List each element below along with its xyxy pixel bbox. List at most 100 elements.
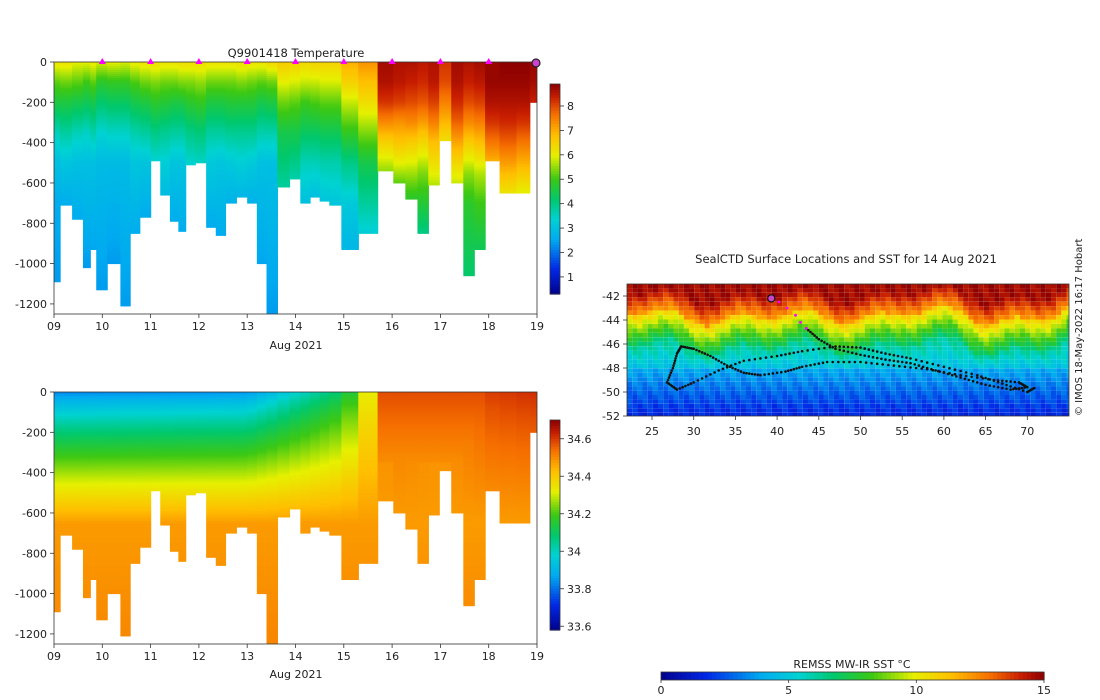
heatmap-cell [139,472,152,476]
heatmap-cell [215,150,227,154]
heatmap-cell [60,170,73,174]
heatmap-cell [474,231,486,234]
heatmap-cell [185,110,196,113]
heatmap-cell [60,140,73,144]
heatmap-cell [417,144,429,148]
heatmap-cell [169,64,179,67]
heatmap-cell [54,174,61,178]
heatmap-cell [195,68,207,71]
heatmap-cell [225,130,237,134]
heatmap-cell [319,80,330,83]
heatmap-cell [289,166,301,170]
heatmap-cell [185,150,196,154]
heatmap-cell [150,480,161,484]
heatmap-cell [319,138,330,142]
heatmap-cell [169,114,179,117]
heatmap-cell [107,569,122,572]
heatmap-cell [451,180,464,184]
heatmap-cell [60,426,73,429]
heatmap-cell [485,156,501,160]
heatmap-cell [499,66,518,69]
heatmap-cell [206,162,217,166]
heatmap-cell [206,189,217,192]
heatmap-cell [60,434,73,437]
heatmap-cell [72,170,84,174]
heatmap-cell [107,132,122,136]
heatmap-cell [195,112,207,115]
heatmap-cell [289,138,301,142]
heatmap-cell [225,150,237,154]
heatmap-cell [96,438,108,441]
heatmap-cell [266,136,278,140]
heatmap-cell [150,472,161,476]
heatmap-cell [428,78,440,81]
heatmap-cell [96,134,108,138]
heatmap-cell [195,422,207,425]
heatmap-cell [82,482,91,486]
heatmap-cell [60,396,73,399]
x-tick-label: 12 [192,320,206,333]
colorbar-segment [550,86,560,90]
heatmap-cell [82,541,91,544]
heatmap-cell [289,176,301,180]
heatmap-cell [60,146,73,150]
heatmap-cell [300,110,311,113]
heatmap-cell [150,90,161,93]
heatmap-cell [96,502,108,506]
heatmap-cell [309,114,321,117]
heatmap-cell [215,180,227,184]
heatmap-cell [54,199,61,202]
heatmap-cell [72,102,84,105]
heatmap-cell [72,460,84,464]
heatmap-cell [341,174,359,178]
heatmap-cell [341,235,359,238]
heatmap-cell [160,124,171,128]
heatmap-cell [160,168,171,172]
heatmap-cell [60,84,73,87]
heatmap-cell [178,100,187,103]
heatmap-cell [169,110,179,113]
heatmap-cell [120,233,131,236]
heatmap-cell [215,448,227,451]
heatmap-cell [206,547,217,550]
heatmap-cell [499,184,518,188]
heatmap-cell [195,478,207,482]
heatmap-cell [54,587,61,591]
colorbar-segment [550,136,560,140]
heatmap-cell [107,227,122,230]
heatmap-cell [139,490,152,494]
heatmap-cell [319,84,330,87]
heatmap-cell [309,178,321,182]
heatmap-cell [341,80,359,83]
heatmap-cell [150,118,161,121]
heatmap-cell [474,156,486,160]
profile-column [150,392,161,492]
heatmap-cell [236,72,248,75]
heatmap-cell [393,140,406,144]
heatmap-cell [358,92,379,95]
heatmap-cell [485,110,501,113]
heatmap-cell [358,193,379,196]
heatmap-cell [463,217,475,220]
heatmap-cell [72,146,84,150]
heatmap-cell [150,408,161,411]
heatmap-cell [309,184,321,188]
heatmap-cell [277,70,291,73]
heatmap-cell [417,64,429,67]
heatmap-cell [90,162,97,166]
heatmap-cell [358,74,379,77]
heatmap-cell [185,140,196,144]
heatmap-cell [178,223,187,226]
heatmap-cell [90,422,97,425]
heatmap-cell [130,138,141,142]
heatmap-cell [107,500,122,504]
heatmap-cell [358,140,379,144]
heatmap-cell [358,110,379,113]
heatmap-cell [169,412,179,415]
heatmap-cell [72,176,84,180]
heatmap-cell [107,579,122,583]
heatmap-cell [169,537,179,540]
heatmap-cell [160,76,171,79]
heatmap-cell [215,138,227,142]
heatmap-cell [178,94,187,97]
